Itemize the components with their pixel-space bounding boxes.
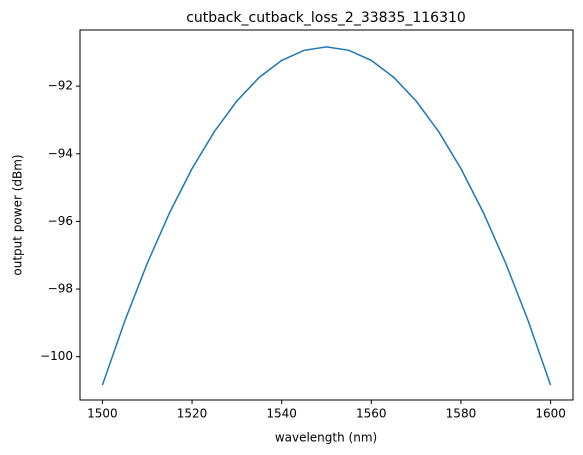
y-tick-label: −98 bbox=[48, 282, 73, 296]
chart-title: cutback_cutback_loss_2_33835_116310 bbox=[186, 10, 466, 26]
x-axis-label: wavelength (nm) bbox=[275, 431, 377, 445]
y-tick-label: −92 bbox=[48, 79, 73, 93]
data-line bbox=[101, 46, 552, 386]
axes-frame bbox=[79, 29, 574, 401]
y-axis-label: output power (dBm) bbox=[11, 154, 25, 275]
x-tick-label: 1600 bbox=[535, 407, 566, 421]
x-tick-label: 1540 bbox=[266, 407, 297, 421]
x-tick-label: 1560 bbox=[356, 407, 387, 421]
y-tick-label: −100 bbox=[40, 349, 73, 363]
x-tick-label: 1580 bbox=[446, 407, 477, 421]
y-tick-label: −94 bbox=[48, 146, 73, 160]
x-tick-label: 1520 bbox=[177, 407, 208, 421]
x-tick-label: 1500 bbox=[87, 407, 118, 421]
y-tick-label: −96 bbox=[48, 214, 73, 228]
